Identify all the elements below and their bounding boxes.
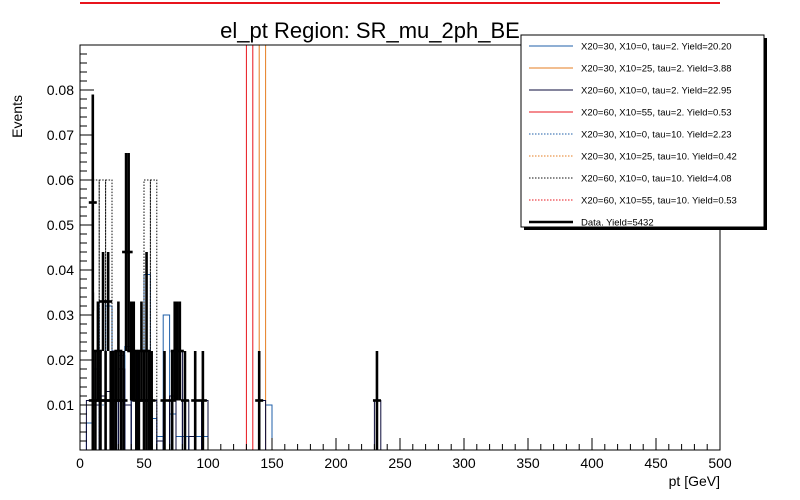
x-tick-label-8: 400: [580, 455, 604, 471]
y-tick-label-0: 0.01: [47, 397, 74, 413]
y-axis-label: Events: [9, 95, 25, 138]
x-tick-label-4: 200: [324, 455, 348, 471]
x-tick-label-0: 0: [76, 455, 84, 471]
legend-box: [520, 34, 765, 228]
legend-entry-5: X20=30, X10=25, tau=10. Yield=0.42: [581, 152, 737, 163]
y-tick-label-1: 0.02: [47, 352, 74, 368]
legend-entry-6: X20=60, X10=0, tau=10. Yield=4.08: [581, 174, 732, 185]
histogram-bin-6-2: [105, 179, 113, 450]
x-tick-label-6: 300: [452, 455, 476, 471]
legend-entry-4: X20=30, X10=0, tau=10. Yield=2.23: [581, 130, 732, 141]
y-tick-label-2: 0.03: [47, 307, 74, 323]
x-axis-label: pt [GeV]: [669, 473, 720, 489]
y-tick-label-5: 0.06: [47, 172, 74, 188]
plot-area: 0 50 100 150 200 250 300 350 400 450 500 0.01 0.02 0.…: [47, 44, 732, 471]
x-tick-label-7: 350: [516, 455, 540, 471]
legend: X20=30, X10=0, tau=2. Yield=20.20 X20=30,…: [520, 34, 767, 230]
histogram-bin-6-5: [149, 179, 158, 450]
legend-entry-0: X20=30, X10=0, tau=2. Yield=20.20: [581, 42, 732, 53]
y-tick-label-3: 0.04: [47, 262, 74, 278]
x-tick-label-5: 250: [388, 455, 412, 471]
x-tick-label-3: 150: [260, 455, 284, 471]
x-tick-label-1: 50: [136, 455, 152, 471]
histogram-bin-3-0: [245, 45, 254, 450]
chart-title: el_pt Region: SR_mu_2ph_BE: [220, 18, 520, 43]
x-tick-label-2: 100: [196, 455, 220, 471]
y-tick-label-4: 0.05: [47, 217, 74, 233]
y-tick-label-7: 0.08: [47, 82, 74, 98]
histogram-bin-1-0: [258, 45, 267, 450]
y-tick-label-6: 0.07: [47, 127, 74, 143]
legend-entry-8: Data. Yield=5432: [581, 218, 654, 229]
legend-entry-3: X20=60, X10=55, tau=2. Yield=0.53: [581, 108, 732, 119]
legend-entry-1: X20=30, X10=25, tau=2. Yield=3.88: [581, 64, 732, 75]
x-tick-label-9: 450: [644, 455, 668, 471]
legend-entry-7: X20=60, X10=55, tau=10. Yield=0.53: [581, 196, 737, 207]
legend-entry-2: X20=60, X10=0, tau=2. Yield=22.95: [581, 86, 732, 97]
x-tick-label-10: 500: [708, 455, 732, 471]
